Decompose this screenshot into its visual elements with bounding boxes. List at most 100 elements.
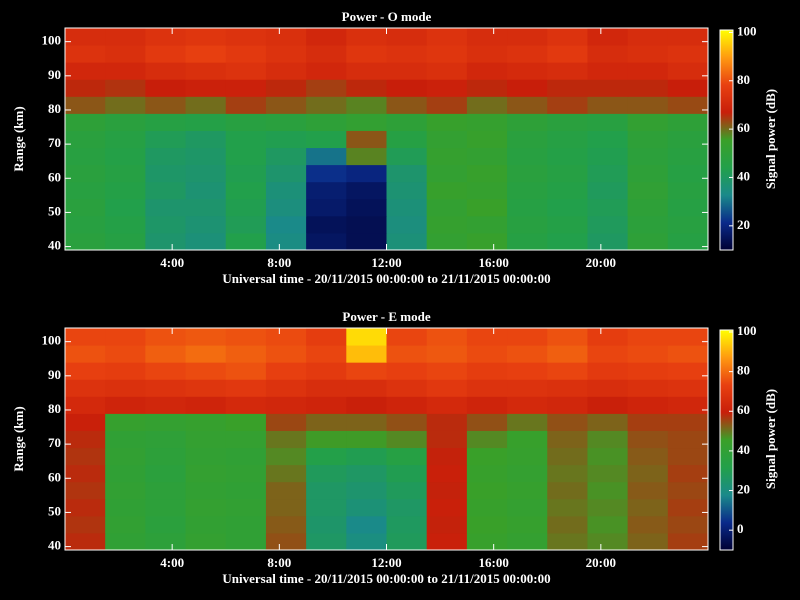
heatmap-cell [587, 447, 629, 466]
heatmap-cell [667, 379, 708, 397]
heatmap-cell [145, 28, 187, 46]
heatmap-cell [386, 345, 428, 363]
heatmap-cell [145, 379, 187, 397]
heatmap-cell [105, 328, 146, 346]
heatmap-cell [346, 45, 387, 63]
heatmap-cell [185, 28, 227, 46]
heatmap-cell [627, 62, 669, 80]
heatmap-cell [627, 79, 669, 97]
x-tick-label: 12:00 [371, 555, 401, 570]
heatmap-cell [587, 379, 629, 397]
heatmap-cell [667, 362, 708, 380]
heatmap-cell [587, 96, 629, 114]
heatmap-cell [265, 28, 307, 46]
heatmap-cell [667, 498, 708, 517]
heatmap-cell [105, 532, 146, 550]
heatmap-cell [145, 164, 187, 183]
y-tick-label: 70 [48, 435, 61, 450]
heatmap-cell [65, 362, 106, 380]
heatmap-cell [507, 113, 548, 131]
heatmap-cell [185, 413, 227, 431]
chart-title: Power - E mode [342, 309, 430, 324]
heatmap-cell [185, 164, 227, 183]
heatmap-cell [627, 28, 669, 46]
heatmap-cell [426, 96, 468, 114]
heatmap-cell [386, 130, 428, 149]
heatmap-cell [145, 328, 187, 346]
heatmap-cell [65, 45, 106, 63]
y-tick-label: 100 [42, 33, 62, 48]
heatmap-cell [306, 164, 347, 183]
heatmap-cell [386, 232, 428, 250]
heatmap-cell [386, 181, 428, 200]
heatmap-cell [627, 515, 669, 534]
heatmap-cell [105, 396, 146, 414]
x-axis-label: Universal time - 20/11/2015 00:00:00 to … [222, 571, 550, 586]
heatmap-cell [627, 113, 669, 131]
heatmap-cell [587, 396, 629, 414]
heatmap-cell [426, 164, 468, 183]
heatmap-cell [65, 396, 106, 414]
heatmap-cell [426, 515, 468, 534]
heatmap-cell [225, 79, 267, 97]
heatmap-cell [306, 181, 347, 200]
heatmap-cell [386, 447, 428, 466]
heatmap-cell [627, 181, 669, 200]
heatmap-cell [145, 232, 187, 250]
heatmap-cell [507, 215, 548, 234]
heatmap-cell [265, 130, 307, 149]
heatmap-cell [105, 164, 146, 183]
heatmap-cell [667, 181, 708, 200]
heatmap-cell [105, 198, 146, 217]
heatmap-cell [507, 532, 548, 550]
heatmap-cell [185, 498, 227, 517]
heatmap-cell [386, 198, 428, 217]
heatmap-cell [65, 147, 106, 166]
heatmap-cell [667, 515, 708, 534]
heatmap-cell [65, 532, 106, 550]
heatmap-cell [507, 481, 548, 500]
x-tick-label: 20:00 [586, 555, 616, 570]
heatmap-cell [65, 328, 106, 346]
heatmap-cell [426, 447, 468, 466]
heatmap-cell [346, 215, 387, 234]
heatmap-cell [145, 413, 187, 431]
heatmap-cell [225, 498, 267, 517]
heatmap-cell [65, 481, 106, 500]
heatmap-cell [346, 181, 387, 200]
heatmap-cell [466, 464, 508, 483]
heatmap-cell [145, 62, 187, 80]
heatmap-cell [105, 345, 146, 363]
heatmap-cell [627, 96, 669, 114]
colorbar-tick-label: 100 [737, 323, 757, 338]
heatmap-cell [105, 28, 146, 46]
heatmap-cell [547, 532, 588, 550]
heatmap-cell [587, 181, 629, 200]
heatmap-cell [105, 79, 146, 97]
heatmap-cell [667, 345, 708, 363]
heatmap-cell [225, 28, 267, 46]
heatmap-cell [65, 464, 106, 483]
heatmap-cell [627, 430, 669, 449]
heatmap-cell [65, 413, 106, 431]
heatmap-cell [627, 464, 669, 483]
heatmap-cell [667, 113, 708, 131]
heatmap-cell [426, 62, 468, 80]
heatmap-cell [627, 379, 669, 397]
heatmap-cell [627, 447, 669, 466]
heatmap-cell [145, 147, 187, 166]
heatmap-cell [507, 147, 548, 166]
heatmap-cell [65, 113, 106, 131]
heatmap-cell [65, 79, 106, 97]
heatmap-cell [466, 379, 508, 397]
heatmap-cell [306, 345, 347, 363]
heatmap-cell [386, 79, 428, 97]
heatmap-cell [466, 147, 508, 166]
heatmap-cell [265, 413, 307, 431]
colorbar-tick-label: 80 [737, 363, 750, 378]
y-tick-label: 50 [48, 203, 61, 218]
heatmap-cell [667, 232, 708, 250]
heatmap-cell [587, 62, 629, 80]
heatmap-cell [145, 515, 187, 534]
